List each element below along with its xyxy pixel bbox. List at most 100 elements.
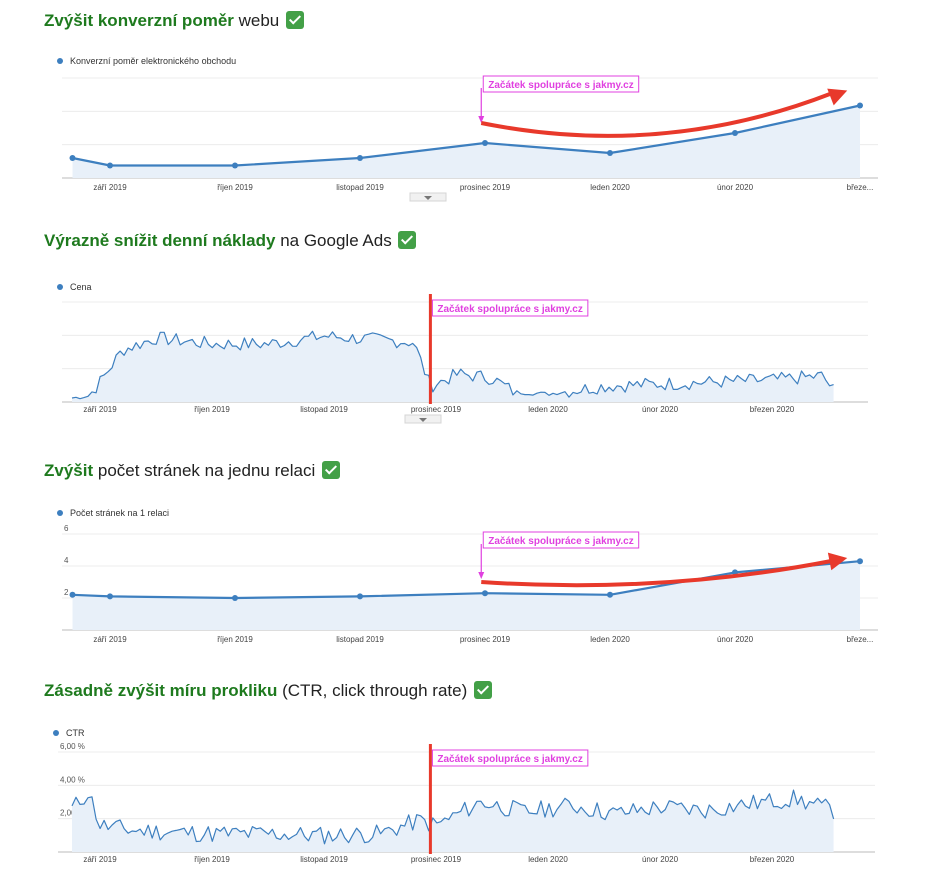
x-tick-label: prosinec 2019 xyxy=(460,183,511,192)
x-tick-label: leden 2020 xyxy=(590,635,630,644)
y-tick-label: 4,00 % xyxy=(60,775,85,784)
trend-arrow xyxy=(481,559,832,588)
x-tick-label: leden 2020 xyxy=(590,183,630,192)
data-point xyxy=(732,130,738,136)
data-point xyxy=(69,155,76,161)
x-tick-label: prosinec 2019 xyxy=(411,855,462,864)
chart-pages-per-session: 2 4 6 Počet stránek na 1 relaci září 2019 říj… xyxy=(0,500,927,655)
series-line xyxy=(71,330,834,400)
x-tick-label: září 2019 xyxy=(83,405,117,414)
data-point xyxy=(232,595,238,601)
data-point xyxy=(857,102,863,109)
data-point xyxy=(232,162,238,169)
legend-dot xyxy=(57,58,63,64)
heading-rest-text: webu xyxy=(233,11,280,30)
legend-label: Počet stránek na 1 relaci xyxy=(70,508,169,518)
x-tick-label: březe... xyxy=(847,635,874,644)
series-area xyxy=(72,105,860,178)
x-tick-label: leden 2020 xyxy=(528,855,568,864)
series-area xyxy=(72,561,860,630)
series-area xyxy=(72,790,834,852)
data-point xyxy=(857,558,863,565)
annotation-text: Začátek spolupráce s jakmy.cz xyxy=(488,536,633,547)
heading-rest-text: počet stránek na jednu relaci xyxy=(93,461,316,480)
annotation-text: Začátek spolupráce s jakmy.cz xyxy=(488,80,633,91)
chevron-down-icon xyxy=(419,418,427,422)
trend-arrow xyxy=(480,91,832,138)
x-tick-label: únor 2020 xyxy=(642,405,679,414)
x-tick-label: listopad 2019 xyxy=(336,183,384,192)
legend-label: Cena xyxy=(70,282,92,292)
y-tick-label: 6 xyxy=(64,524,69,533)
series-area xyxy=(72,331,834,402)
legend-dot xyxy=(57,284,63,290)
data-point xyxy=(607,150,613,156)
data-point xyxy=(482,140,488,146)
chevron-down-icon xyxy=(424,196,432,200)
annotation-arrowhead xyxy=(478,116,485,123)
section-heading: Zvýšit počet stránek na jednu relaci xyxy=(44,460,340,482)
chart-conversion-rate: Konverzní poměr elektronického obchodu zá… xyxy=(0,48,927,208)
x-tick-label: listopad 2019 xyxy=(336,635,384,644)
check-mark-icon xyxy=(398,231,417,249)
x-tick-label: říjen 2019 xyxy=(217,183,253,192)
check-mark-icon xyxy=(321,461,340,479)
data-point xyxy=(357,593,363,600)
annotation-text: Začátek spolupráce s jakmy.cz xyxy=(437,754,582,765)
x-tick-label: říjen 2019 xyxy=(217,635,253,644)
x-tick-label: březen 2020 xyxy=(750,405,795,414)
y-tick-label: 2 xyxy=(64,588,69,597)
x-tick-label: únor 2020 xyxy=(642,855,679,864)
legend-label: CTR xyxy=(66,728,85,738)
legend-dot xyxy=(53,730,59,736)
y-tick-label: 4 xyxy=(64,556,69,565)
heading-bold-text: Výrazně snížit denní náklady xyxy=(44,231,276,250)
x-tick-label: září 2019 xyxy=(93,635,127,644)
data-point xyxy=(107,162,113,169)
x-tick-label: září 2019 xyxy=(83,855,117,864)
annotation-box xyxy=(431,749,589,767)
x-tick-label: leden 2020 xyxy=(528,405,568,414)
data-point xyxy=(107,593,113,600)
heading-rest-text: (CTR, click through rate) xyxy=(277,681,468,700)
series-line xyxy=(72,104,861,167)
data-point xyxy=(357,155,363,161)
heading-bold-text: Zvýšit xyxy=(44,461,94,480)
annotation-box xyxy=(482,531,640,549)
data-point xyxy=(482,590,488,597)
x-tick-label: prosinec 2019 xyxy=(411,405,462,414)
trend-arrowhead xyxy=(827,88,848,106)
series-line xyxy=(72,560,861,600)
heading-bold-text: Zásadně zvýšit míru prokliku xyxy=(44,681,278,700)
section-heading: Zásadně zvýšit míru prokliku (CTR, click… xyxy=(44,680,492,702)
x-tick-label: listopad 2019 xyxy=(300,405,348,414)
chart-cost: Cena září 2019 říjen 2019 listopad 2019 pros… xyxy=(0,272,927,432)
legend-dot xyxy=(57,510,63,516)
heading-bold-text: Zvýšit konverzní poměr xyxy=(44,11,234,30)
annotation-box xyxy=(482,75,640,93)
x-tick-label: prosinec 2019 xyxy=(460,635,511,644)
x-tick-label: únor 2020 xyxy=(717,183,754,192)
section-heading: Výrazně snížit denní náklady na Google A… xyxy=(44,230,417,252)
x-tick-label: září 2019 xyxy=(93,183,127,192)
annotation-text: Začátek spolupráce s jakmy.cz xyxy=(437,304,582,315)
annotation-arrowhead xyxy=(478,572,485,579)
legend-label: Konverzní poměr elektronického obchodu xyxy=(70,56,236,66)
series-line xyxy=(71,789,835,845)
chart-svg: Konverzní poměr elektronického obchodu zá… xyxy=(57,56,878,202)
trend-arrowhead xyxy=(827,552,848,571)
section-heading: Zvýšit konverzní poměr webu xyxy=(44,10,304,32)
data-point xyxy=(607,591,613,598)
x-tick-label: listopad 2019 xyxy=(300,855,348,864)
x-tick-label: únor 2020 xyxy=(717,635,754,644)
data-point xyxy=(69,591,76,598)
annotation-box xyxy=(431,299,589,317)
heading-rest-text: na Google Ads xyxy=(275,231,392,250)
x-tick-label: říjen 2019 xyxy=(194,855,230,864)
x-tick-label: březen 2020 xyxy=(750,855,795,864)
y-tick-label: 6,00 % xyxy=(60,742,85,751)
check-mark-icon xyxy=(473,681,492,699)
